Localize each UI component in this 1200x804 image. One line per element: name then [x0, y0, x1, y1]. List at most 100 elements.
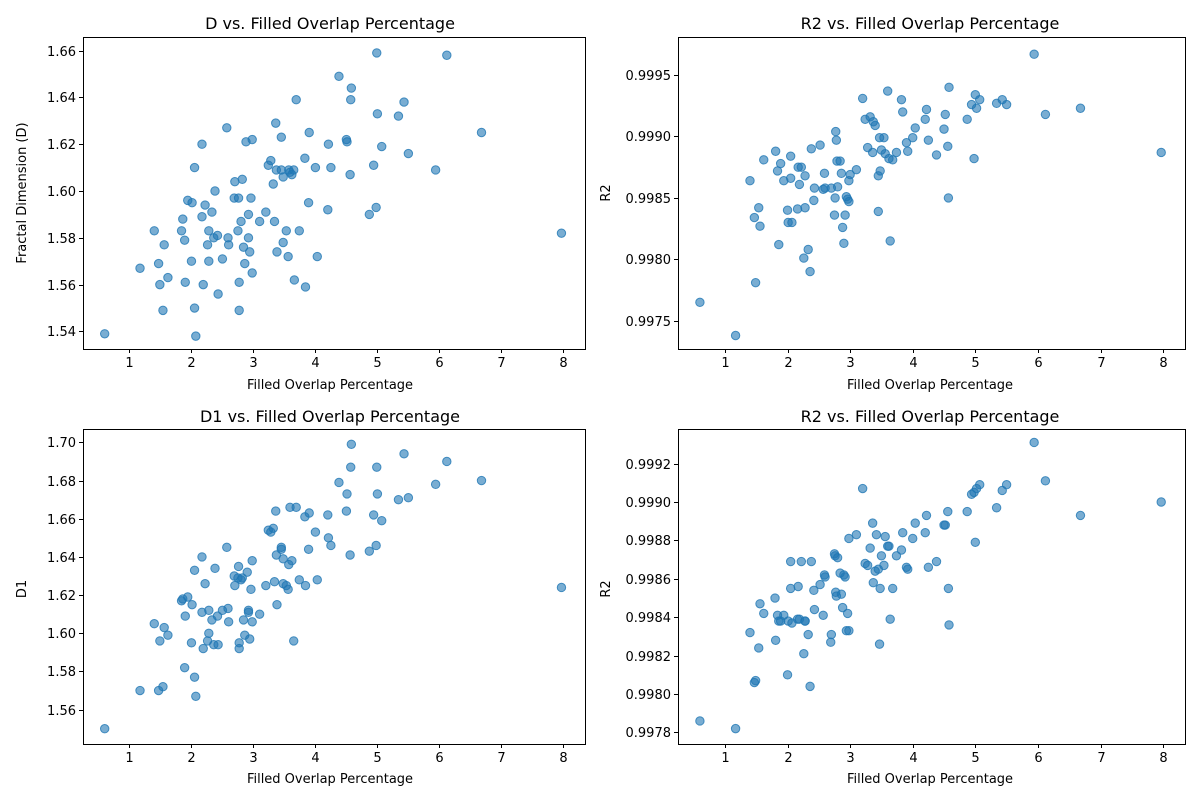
- data-point: [1029, 49, 1039, 59]
- data-point: [896, 94, 907, 105]
- data-point: [826, 629, 837, 640]
- data-point: [346, 462, 356, 472]
- data-point: [785, 151, 796, 161]
- x-tick-label: 5: [971, 356, 979, 371]
- data-point: [943, 583, 954, 594]
- data-point: [787, 217, 797, 228]
- data-point: [272, 247, 282, 257]
- data-point: [268, 523, 278, 533]
- data-point: [815, 579, 825, 590]
- data-point: [287, 556, 297, 566]
- data-point: [975, 480, 985, 490]
- data-point: [923, 562, 934, 572]
- x-tick-label: 6: [1034, 356, 1042, 371]
- data-point: [799, 649, 809, 659]
- data-point: [556, 228, 567, 238]
- data-point: [183, 592, 193, 602]
- data-point: [291, 95, 301, 105]
- data-point: [476, 127, 487, 138]
- x-tick-label: 4: [909, 356, 917, 371]
- data-point: [345, 550, 355, 560]
- data-point: [839, 238, 849, 249]
- data-point: [242, 567, 252, 577]
- y-axis-label: Fractal Dimension (D): [15, 122, 30, 263]
- data-point: [944, 620, 954, 630]
- data-point: [885, 614, 895, 624]
- data-point: [346, 95, 356, 105]
- data-point: [884, 541, 894, 551]
- data-point: [867, 147, 878, 158]
- data-point: [759, 155, 769, 165]
- data-point: [782, 205, 793, 215]
- data-point: [223, 617, 234, 627]
- data-point: [291, 502, 301, 512]
- y-tick-label: 1.54: [47, 325, 76, 340]
- data-point: [233, 193, 244, 203]
- data-point: [1029, 437, 1039, 448]
- x-tick-label: 3: [249, 356, 257, 371]
- data-point: [896, 545, 907, 555]
- data-point: [247, 268, 257, 278]
- y-tick-label: 0.9980: [626, 688, 672, 703]
- data-point: [749, 212, 760, 223]
- data-point: [793, 581, 803, 592]
- data-point: [730, 330, 741, 341]
- data-point: [269, 216, 280, 227]
- data-point: [281, 226, 291, 236]
- y-tick-label: 1.60: [47, 185, 76, 200]
- data-point: [268, 179, 278, 189]
- data-point: [831, 135, 842, 145]
- data-point: [304, 508, 314, 518]
- data-point: [135, 263, 145, 273]
- data-point: [910, 518, 920, 528]
- data-point: [222, 123, 232, 133]
- data-point: [809, 604, 820, 615]
- x-tick-label: 3: [846, 751, 854, 766]
- data-point: [159, 622, 169, 633]
- data-point: [247, 617, 257, 627]
- data-point: [135, 685, 145, 696]
- data-point: [403, 148, 414, 159]
- data-point: [217, 254, 228, 264]
- data-point: [300, 282, 311, 292]
- data-point: [153, 258, 164, 269]
- data-point: [176, 226, 187, 236]
- data-point: [931, 556, 942, 567]
- data-point: [283, 251, 293, 262]
- x-tick-label: 7: [497, 751, 505, 766]
- data-point: [556, 582, 567, 593]
- data-point: [179, 235, 190, 245]
- data-point: [1156, 497, 1166, 507]
- data-point: [149, 226, 159, 236]
- data-point: [476, 475, 487, 486]
- data-point: [155, 279, 165, 290]
- data-point: [222, 542, 232, 553]
- x-tick-label: 2: [187, 356, 195, 371]
- data-point: [399, 97, 409, 107]
- data-point: [323, 533, 334, 543]
- data-point: [334, 71, 344, 82]
- x-tick-label: 1: [721, 751, 729, 766]
- data-point: [243, 233, 254, 243]
- data-point: [245, 247, 255, 257]
- data-point: [969, 153, 979, 164]
- data-point: [247, 134, 257, 145]
- data-point: [910, 123, 920, 133]
- data-point: [800, 171, 810, 181]
- x-tick-label: 1: [721, 356, 729, 371]
- data-point: [210, 186, 220, 196]
- chart-svg: D vs. Filled Overlap Percentage 1 2 3 4 5 6 7 8…: [15, 14, 586, 393]
- y-tick-label: 0.9988: [626, 534, 672, 549]
- y-tick-label: 0.9990: [626, 130, 672, 145]
- x-tick-label: 7: [497, 356, 505, 371]
- data-point: [785, 556, 796, 567]
- data-point: [867, 518, 878, 528]
- data-point: [695, 297, 705, 308]
- plot-area: 1 2 3 4 5 6 7 8 1.54 1.56 1.58 1.60 1.62 1.64 1.66: [47, 37, 586, 371]
- data-point: [254, 609, 265, 619]
- data-point: [310, 162, 321, 173]
- data-point: [346, 439, 357, 449]
- data-point: [399, 449, 409, 459]
- data-point: [820, 572, 830, 582]
- data-point: [180, 611, 190, 621]
